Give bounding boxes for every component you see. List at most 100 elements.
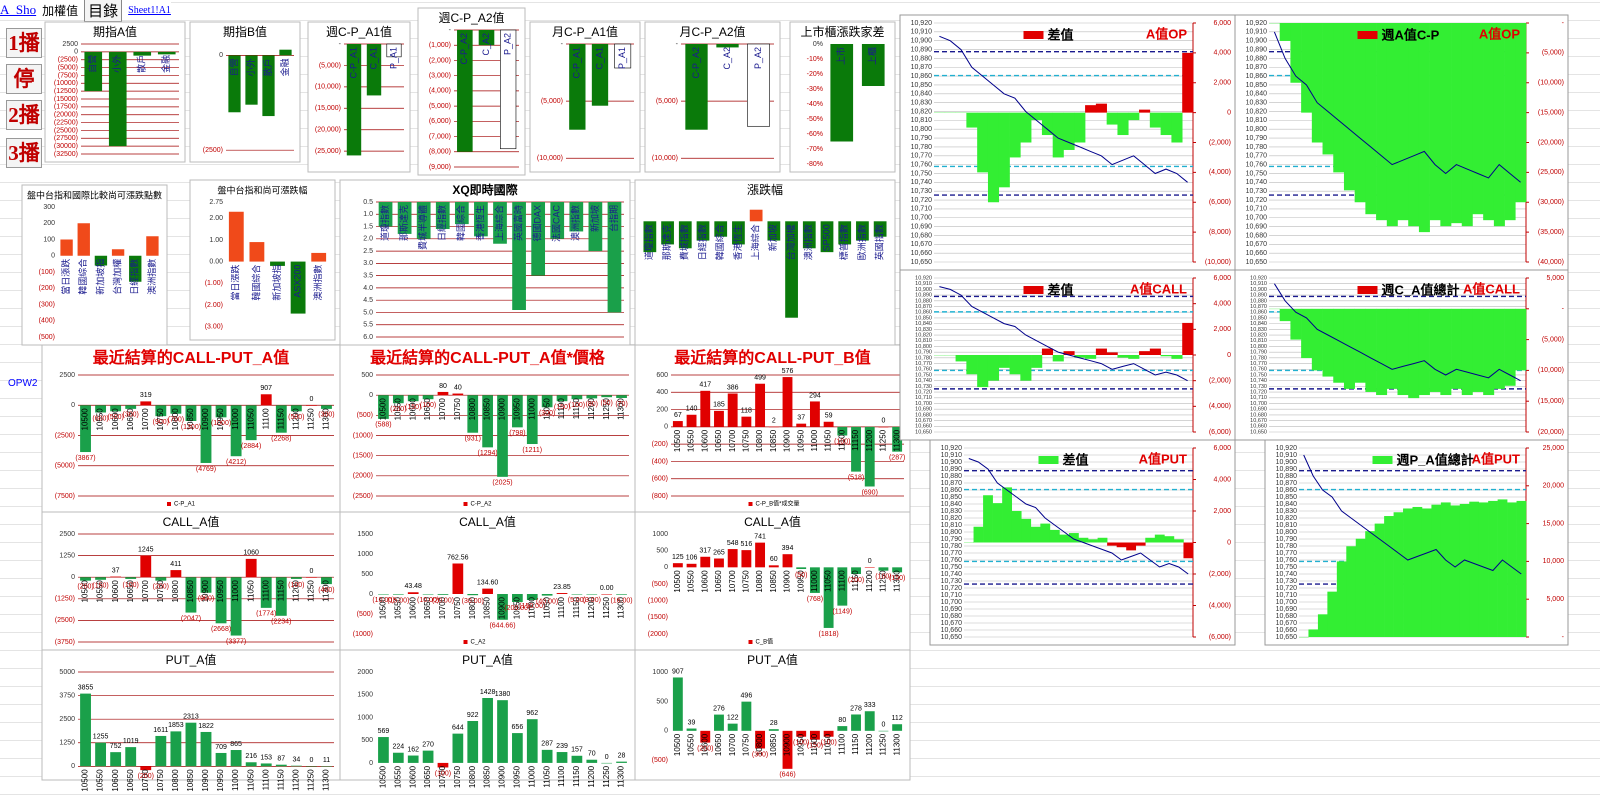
y2-tick-label: (6,000): [1209, 199, 1231, 206]
y2-tick-label: (10,000): [1205, 259, 1231, 266]
value-label: 80: [439, 383, 447, 390]
category-label: 11100: [261, 408, 270, 430]
play-button[interactable]: 2播: [6, 100, 42, 130]
bar: [129, 255, 142, 282]
y-tick-label: 1.5: [363, 223, 373, 230]
bar: [747, 43, 770, 127]
y-tick-label: 10,800: [1250, 344, 1267, 350]
value-label: 80: [838, 717, 846, 724]
y-tick-label: 10,700: [1250, 401, 1267, 407]
bar: [378, 395, 389, 419]
legend-label: 週P_A值總計: [1397, 452, 1474, 467]
area-bar: [1311, 23, 1323, 143]
y-tick-label: (500): [39, 334, 55, 341]
bar: [422, 750, 434, 763]
play-button[interactable]: 3播: [6, 138, 42, 168]
area-bar: [1059, 534, 1070, 543]
y-tick-label: 10,710: [1246, 206, 1268, 213]
area-bar: [1106, 112, 1118, 125]
y2-tick-label: (8,000): [1209, 229, 1231, 236]
area-bar: [1030, 526, 1041, 543]
value-label: 28: [770, 720, 778, 727]
category-label: 10700: [728, 570, 737, 593]
y-tick-label: 10,800: [1276, 529, 1298, 536]
bar: [569, 202, 584, 232]
value-label: 162: [407, 746, 419, 753]
y-tick-label: (5,000): [429, 103, 451, 110]
value-label: 0: [309, 757, 313, 764]
bar: [84, 51, 103, 92]
y-tick-label: (6,000): [429, 118, 451, 125]
category-label: 10500: [379, 596, 388, 619]
category-label: 散戶: [136, 55, 147, 73]
legend-swatch: [1023, 31, 1044, 39]
area-bar: [1418, 23, 1430, 233]
bar: [346, 44, 362, 156]
catalog-button[interactable]: 目錄: [84, 0, 123, 22]
category-label: 10900: [201, 580, 210, 603]
value-label: 516: [741, 541, 753, 548]
stop-button[interactable]: 停: [6, 64, 42, 94]
area-bar: [1365, 308, 1377, 392]
bar: [643, 221, 657, 253]
y-tick-label: 10,730: [911, 188, 933, 195]
category-label: 10650: [126, 769, 135, 792]
area-bar: [1469, 501, 1480, 637]
category-label: 10500: [81, 408, 90, 431]
play-button[interactable]: 1播: [6, 28, 42, 58]
link[interactable]: A_Sho: [0, 2, 37, 17]
category-label: 10550: [96, 408, 105, 431]
bar: [497, 395, 508, 477]
y-tick-label: 10,900: [1250, 287, 1267, 293]
area-bar: [1011, 511, 1022, 543]
value-label: 276: [713, 705, 725, 712]
value-label: 907: [672, 668, 684, 675]
bar: [437, 391, 449, 396]
area-bar: [992, 503, 1003, 543]
bar: [796, 730, 807, 737]
y-tick-label: 10,730: [1246, 188, 1268, 195]
bar: [727, 549, 738, 568]
bar: [732, 221, 745, 245]
y-tick-label: 10,860: [1276, 487, 1298, 494]
category-label: 新加坡指: [94, 259, 105, 295]
bar: [290, 405, 302, 412]
y-tick-label: (2000): [353, 473, 373, 480]
category-label: 10850: [186, 769, 195, 792]
category-label: 10700: [728, 733, 737, 756]
category-label: 11150: [276, 580, 285, 602]
bar: [467, 395, 479, 433]
y-tick-label: 10,720: [1246, 197, 1268, 204]
y-tick-label: 10,810: [915, 338, 932, 344]
y-tick-label: 10,760: [915, 367, 932, 373]
value-label: 576: [782, 368, 794, 375]
y-tick-label: 10,910: [1276, 452, 1298, 459]
area-bar: [1074, 355, 1086, 358]
category-label: 韓國綜合: [455, 205, 466, 241]
sheet-link[interactable]: Sheet1!A1: [128, 4, 171, 16]
value-label: (150): [889, 575, 905, 582]
value-label: 319: [140, 392, 152, 399]
category-label: 11050: [246, 769, 255, 791]
y-tick-label: 10,850: [1276, 494, 1298, 501]
legend-swatch: [463, 502, 468, 506]
y-tick-label: 10,790: [1250, 350, 1267, 356]
area-bar: [1472, 23, 1484, 215]
y-tick-label: 3.0: [363, 260, 373, 267]
category-label: 10850: [769, 733, 778, 756]
y-tick-label: 10,760: [911, 161, 933, 168]
category-label: 11000: [231, 408, 240, 430]
value-label: 0.00: [600, 585, 614, 592]
y-tick-label: 10,870: [1276, 480, 1298, 487]
legend-swatch: [748, 640, 753, 644]
category-label: 11250: [602, 596, 611, 618]
value-label: 37: [797, 415, 805, 422]
bar: [851, 567, 861, 574]
area-bar: [1116, 542, 1127, 548]
y-tick-label: 2.0: [363, 236, 373, 243]
value-label: (200): [390, 406, 406, 413]
y-tick-label: 2.75: [209, 199, 223, 206]
value-label: 153: [260, 754, 272, 761]
y-tick-label: 10,850: [915, 315, 932, 321]
category-label: 上海綜合: [493, 205, 504, 241]
